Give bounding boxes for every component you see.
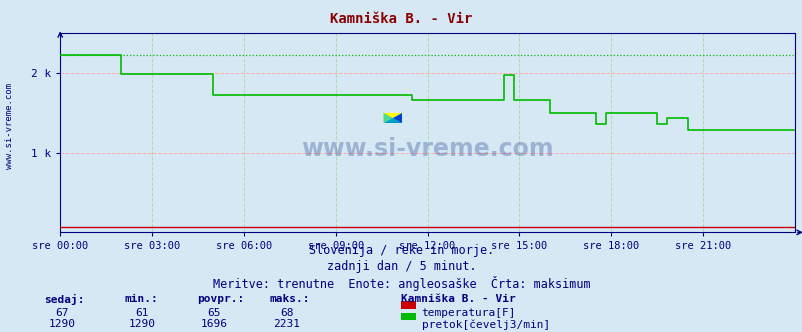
Text: Slovenija / reke in morje.: Slovenija / reke in morje. bbox=[309, 244, 493, 257]
Text: 1696: 1696 bbox=[200, 319, 228, 329]
Polygon shape bbox=[383, 113, 401, 123]
Text: 65: 65 bbox=[208, 308, 221, 318]
Text: sedaj:: sedaj: bbox=[44, 294, 84, 305]
Text: min.:: min.: bbox=[124, 294, 158, 304]
Text: Meritve: trenutne  Enote: angleosaške  Črta: maksimum: Meritve: trenutne Enote: angleosaške Črt… bbox=[213, 276, 589, 291]
Text: www.si-vreme.com: www.si-vreme.com bbox=[301, 137, 553, 161]
Text: 1290: 1290 bbox=[48, 319, 75, 329]
Text: 68: 68 bbox=[280, 308, 293, 318]
Text: pretok[čevelj3/min]: pretok[čevelj3/min] bbox=[421, 319, 549, 330]
Text: zadnji dan / 5 minut.: zadnji dan / 5 minut. bbox=[326, 260, 476, 273]
Polygon shape bbox=[383, 113, 401, 123]
Text: 67: 67 bbox=[55, 308, 68, 318]
Text: 2231: 2231 bbox=[273, 319, 300, 329]
Text: temperatura[F]: temperatura[F] bbox=[421, 308, 516, 318]
Text: www.si-vreme.com: www.si-vreme.com bbox=[5, 83, 14, 169]
Polygon shape bbox=[383, 113, 401, 123]
Text: Kamniška B. - Vir: Kamniška B. - Vir bbox=[401, 294, 516, 304]
Text: maks.:: maks.: bbox=[269, 294, 309, 304]
Text: povpr.:: povpr.: bbox=[196, 294, 244, 304]
Text: 1290: 1290 bbox=[128, 319, 156, 329]
Text: Kamniška B. - Vir: Kamniška B. - Vir bbox=[330, 12, 472, 26]
Text: 61: 61 bbox=[136, 308, 148, 318]
